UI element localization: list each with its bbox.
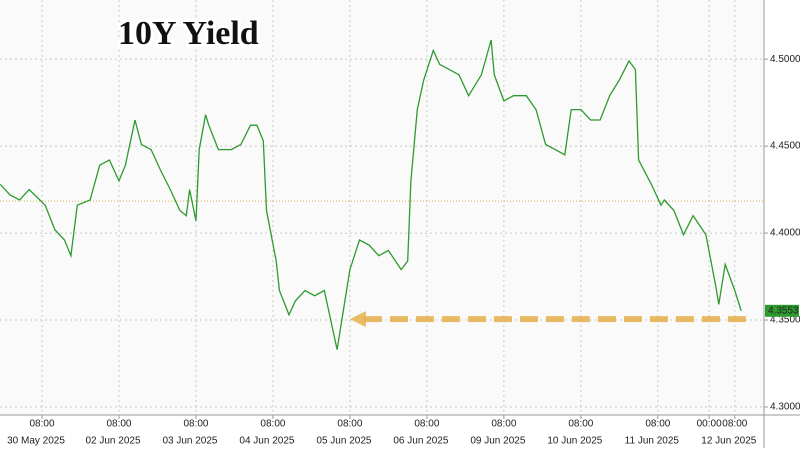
x-tick-label: 00:00 — [697, 419, 722, 430]
chart-title: 10Y Yield — [118, 15, 259, 52]
x-date-label: 10 Jun 2025 — [547, 436, 602, 447]
x-date-label: 30 May 2025 — [7, 436, 65, 447]
x-tick-label: 08:00 — [722, 419, 747, 430]
plot-area — [0, 0, 764, 415]
x-tick-label: 08:00 — [337, 419, 362, 430]
x-date-label: 06 Jun 2025 — [393, 436, 448, 447]
x-tick-label: 08:00 — [414, 419, 439, 430]
x-date-label: 09 Jun 2025 — [470, 436, 525, 447]
yield-line — [0, 39, 742, 350]
marks — [0, 39, 751, 350]
x-date-label: 11 Jun 2025 — [625, 436, 680, 447]
x-tick-label: 08:00 — [491, 419, 516, 430]
x-tick-label: 08:00 — [260, 419, 285, 430]
y-tick-label: 4.3500 — [770, 315, 800, 326]
last-value-label: 4.3553 — [768, 305, 799, 316]
last-value-box — [765, 304, 799, 317]
x-tick-label: 08:00 — [568, 419, 593, 430]
y-tick-label: 4.5000 — [770, 54, 800, 65]
x-tick-label: 08:00 — [30, 419, 55, 430]
x-date-label: 04 Jun 2025 — [239, 436, 294, 447]
y-tick-label: 4.3000 — [770, 402, 800, 413]
x-tick-label: 08:00 — [106, 419, 131, 430]
x-tick-label: 08:00 — [183, 419, 208, 430]
x-tick-label: 08:00 — [645, 419, 670, 430]
y-tick-label: 4.4500 — [770, 141, 800, 152]
x-date-label: 03 Jun 2025 — [162, 436, 217, 447]
x-date-label: 05 Jun 2025 — [316, 436, 371, 447]
arrow-head — [349, 311, 366, 328]
x-date-label: 02 Jun 2025 — [85, 436, 140, 447]
x-date-label: 12 Jun 2025 — [701, 436, 756, 447]
y-tick-label: 4.4000 — [770, 228, 800, 239]
